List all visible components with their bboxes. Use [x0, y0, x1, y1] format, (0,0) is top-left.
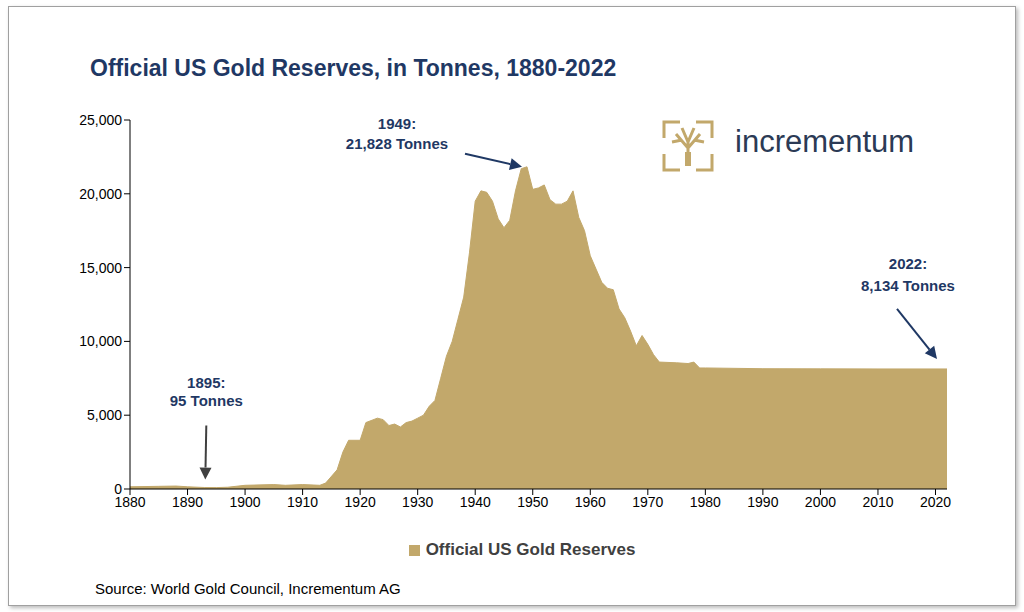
- svg-text:10,000: 10,000: [79, 333, 122, 349]
- svg-text:2010: 2010: [862, 494, 893, 510]
- svg-text:15,000: 15,000: [79, 260, 122, 276]
- svg-text:1940: 1940: [460, 494, 491, 510]
- svg-text:1970: 1970: [632, 494, 663, 510]
- svg-text:5,000: 5,000: [87, 407, 122, 423]
- svg-text:1880: 1880: [114, 493, 146, 510]
- svg-text:2000: 2000: [805, 494, 836, 510]
- svg-text:1990: 1990: [747, 494, 778, 510]
- svg-text:8,134 Tonnes: 8,134 Tonnes: [861, 277, 955, 294]
- svg-text:0: 0: [114, 481, 122, 497]
- svg-text:25,000: 25,000: [79, 112, 122, 128]
- svg-text:1930: 1930: [402, 494, 433, 510]
- svg-text:1895:: 1895:: [187, 374, 225, 391]
- html-text:Source: World Gold Council, In: Source: World Gold Council, Incrementum …: [95, 580, 401, 597]
- svg-text:1900: 1900: [229, 494, 260, 510]
- svg-text:1920: 1920: [345, 494, 376, 510]
- html-text:incrementum: incrementum: [735, 124, 915, 159]
- svg-text:1890: 1890: [172, 494, 203, 510]
- svg-text:2022:: 2022:: [889, 255, 927, 272]
- svg-text:1910: 1910: [287, 494, 318, 510]
- svg-text:1960: 1960: [575, 494, 606, 510]
- html-text:Official US Gold Reserves: Official US Gold Reserves: [425, 540, 636, 559]
- svg-text:20,000: 20,000: [79, 186, 122, 202]
- svg-text:21,828 Tonnes: 21,828 Tonnes: [346, 135, 448, 152]
- svg-text:1949:: 1949:: [378, 115, 416, 132]
- svg-text:95 Tonnes: 95 Tonnes: [170, 392, 243, 409]
- svg-text:2020: 2020: [920, 494, 951, 510]
- html-text:Official US Gold Reserves, in: Official US Gold Reserves, in Tonnes, 18…: [90, 55, 617, 81]
- svg-text:1950: 1950: [517, 494, 548, 510]
- svg-text:1980: 1980: [690, 494, 721, 510]
